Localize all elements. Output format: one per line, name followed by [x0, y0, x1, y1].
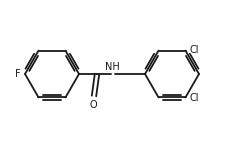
Text: Cl: Cl	[189, 45, 199, 55]
Text: O: O	[89, 100, 97, 110]
Text: NH: NH	[105, 62, 119, 72]
Text: Cl: Cl	[189, 93, 199, 103]
Text: F: F	[15, 69, 21, 79]
